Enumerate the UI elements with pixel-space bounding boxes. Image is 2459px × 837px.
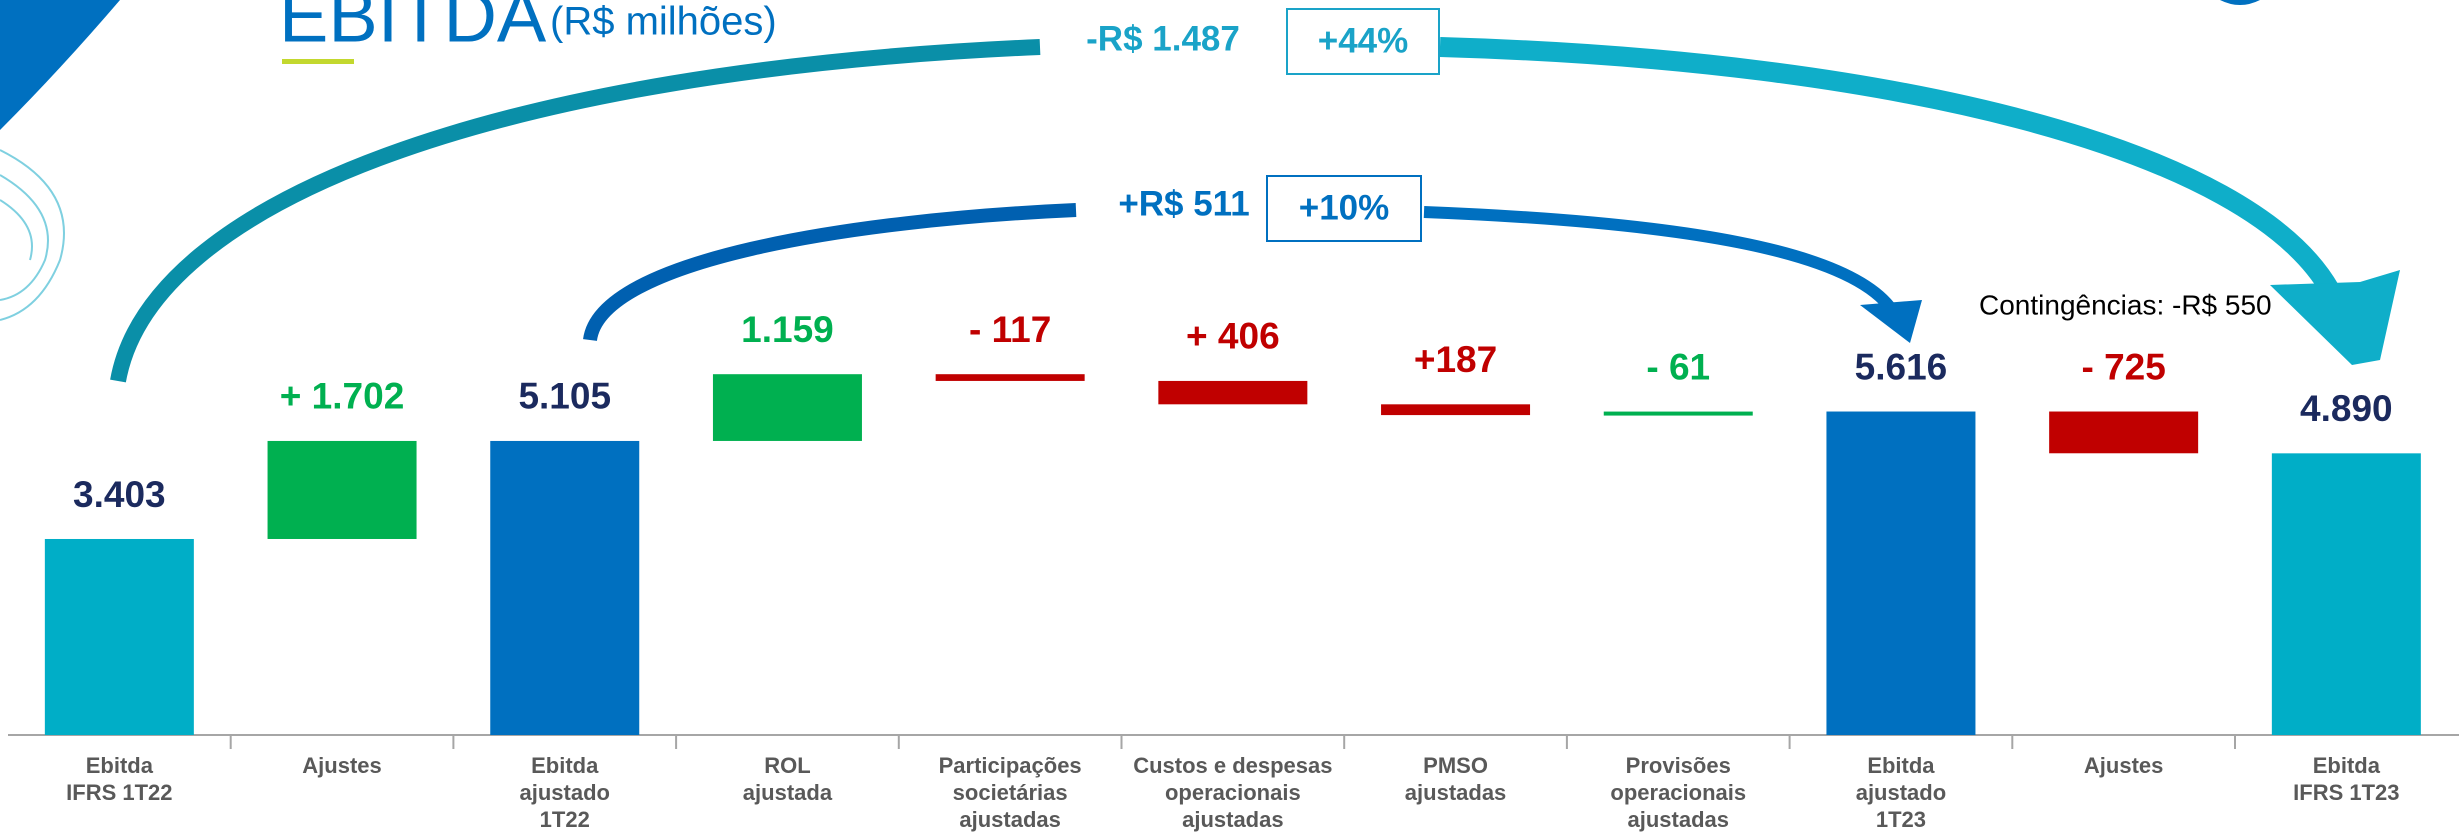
arrow bbox=[1424, 212, 1892, 310]
x-tick-label: Ebitda IFRS 1T22 bbox=[8, 752, 230, 806]
bar bbox=[713, 374, 862, 441]
bar bbox=[2049, 412, 2198, 454]
arrow-head bbox=[2270, 270, 2400, 365]
bar bbox=[2272, 453, 2421, 735]
decoration bbox=[0, 0, 120, 130]
bar bbox=[1826, 412, 1975, 735]
value-label: + 406 bbox=[1186, 316, 1280, 357]
decoration bbox=[0, 150, 64, 320]
x-tick-label: PMSO ajustadas bbox=[1345, 752, 1567, 806]
decoration bbox=[0, 200, 32, 260]
value-label: 3.403 bbox=[73, 474, 166, 515]
annotation: Contingências: -R$ 550 bbox=[1979, 289, 2272, 320]
x-tick-label: Ebitda ajustado 1T22 bbox=[454, 752, 676, 833]
bar bbox=[1604, 412, 1753, 416]
value-label: +187 bbox=[1414, 339, 1497, 380]
value-label: 1.159 bbox=[741, 309, 834, 350]
bar bbox=[490, 441, 639, 735]
annotation: +R$ 511 bbox=[1118, 184, 1249, 223]
bar bbox=[936, 374, 1085, 381]
x-tick-label: Ajustes bbox=[2013, 752, 2235, 779]
bar bbox=[1381, 404, 1530, 415]
value-label: 5.105 bbox=[518, 376, 611, 417]
x-tick-label: Ebitda ajustado 1T23 bbox=[1790, 752, 2012, 833]
chart: EBITDA (R$ milhões) -R$ 1.487 +44% +R$ 5… bbox=[0, 0, 2459, 837]
x-tick-label: Participações societárias ajustadas bbox=[899, 752, 1121, 833]
value-label: - 725 bbox=[2081, 346, 2165, 387]
x-tick-label: ROL ajustada bbox=[676, 752, 898, 806]
decoration bbox=[0, 175, 48, 300]
annotation: -R$ 1.487 bbox=[1086, 19, 1240, 58]
annotation: +44% bbox=[1318, 21, 1409, 60]
value-label: - 61 bbox=[1646, 346, 1710, 387]
arrow bbox=[1440, 47, 2330, 290]
value-label: 5.616 bbox=[1855, 346, 1948, 387]
value-label: + 1.702 bbox=[280, 376, 404, 417]
bar bbox=[268, 441, 417, 539]
value-label: 4.890 bbox=[2300, 388, 2393, 429]
page: {"chart_data": { "type": "waterfall", "t… bbox=[0, 0, 2459, 837]
arrow bbox=[118, 47, 1040, 381]
annotation: +10% bbox=[1299, 188, 1390, 227]
chart-title: EBITDA bbox=[279, 0, 547, 58]
value-label: - 117 bbox=[969, 309, 1051, 350]
bar bbox=[45, 539, 194, 735]
arrow-head bbox=[1860, 300, 1922, 343]
x-tick-label: Provisões operacionais ajustadas bbox=[1567, 752, 1789, 833]
logo bbox=[2220, 0, 2260, 5]
x-tick-label: Ajustes bbox=[231, 752, 453, 779]
x-tick-label: Custos e despesas operacionais ajustadas bbox=[1122, 752, 1344, 833]
chart-subtitle: (R$ milhões) bbox=[550, 0, 777, 44]
title-underline bbox=[282, 59, 354, 64]
x-tick-label: Ebitda IFRS 1T23 bbox=[2235, 752, 2457, 806]
bar bbox=[1158, 381, 1307, 404]
